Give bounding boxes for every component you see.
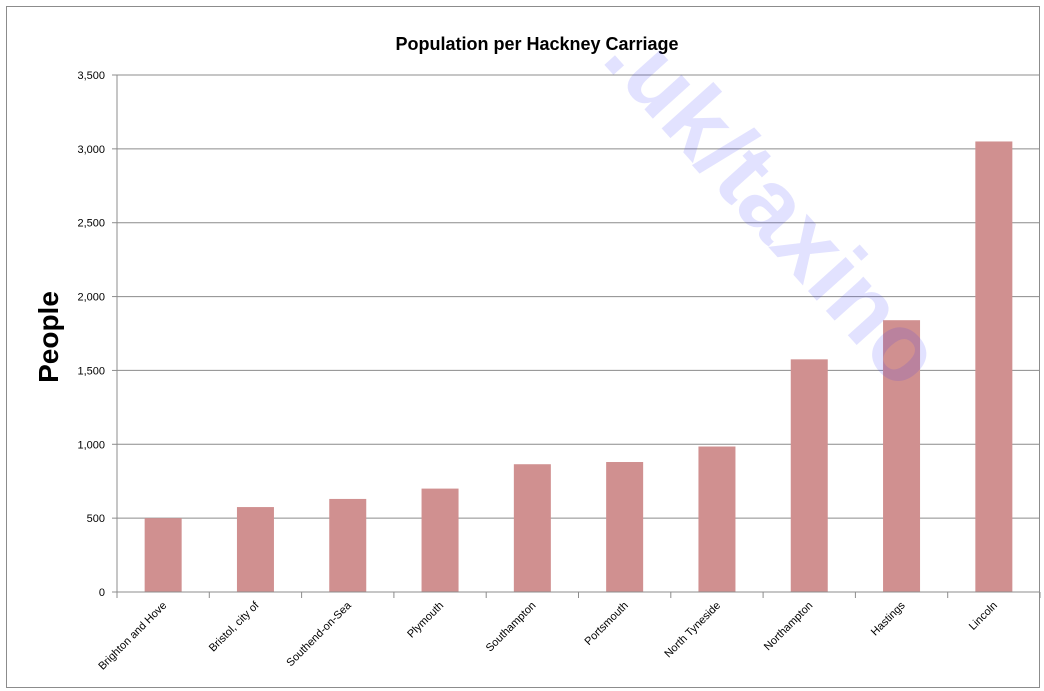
bar [513, 464, 551, 592]
x-tick-labels: Brighton and Hove Bristol, city of Southen… [96, 599, 1000, 673]
x-tick-label: Plymouth [405, 600, 446, 641]
x-tick-label: North Tyneside [662, 600, 723, 661]
watermark-text: .uk/taxino [584, 2, 963, 407]
x-tick-label: Southend-on-Sea [284, 599, 354, 669]
y-tick-label: 1,000 [77, 439, 105, 451]
bars-group [144, 141, 1013, 592]
bar [144, 518, 182, 592]
bar [883, 320, 921, 592]
y-tick-label: 500 [87, 513, 105, 525]
x-tick-label: Brighton and Hove [96, 600, 169, 673]
y-tick-label: 3,500 [77, 70, 105, 82]
bar [698, 446, 736, 592]
x-tick-label: Portsmouth [583, 600, 631, 648]
bar [790, 359, 828, 592]
bar [975, 141, 1013, 592]
y-axis-label: People [33, 291, 64, 383]
bar [329, 498, 367, 592]
y-tick-labels: 0 500 1,000 1,500 2,000 2,500 3,000 3,500 [77, 70, 105, 599]
y-tick-label: 3,000 [77, 144, 105, 156]
y-tick-label: 1,500 [77, 365, 105, 377]
x-tick-label: Bristol, city of [207, 599, 262, 654]
bar [236, 507, 274, 592]
axes [112, 74, 1041, 598]
y-tick-label: 2,500 [77, 218, 105, 230]
y-tick-label: 2,000 [77, 292, 105, 304]
y-tick-label: 0 [99, 587, 105, 599]
x-tick-label: Hastings [869, 599, 908, 638]
chart-title: Population per Hackney Carriage [395, 34, 678, 54]
x-tick-label: Lincoln [967, 600, 1000, 633]
x-tick-label: Southampton [484, 600, 539, 655]
bar [421, 488, 459, 592]
bar [606, 462, 644, 592]
x-tick-label: Northampton [762, 600, 815, 653]
